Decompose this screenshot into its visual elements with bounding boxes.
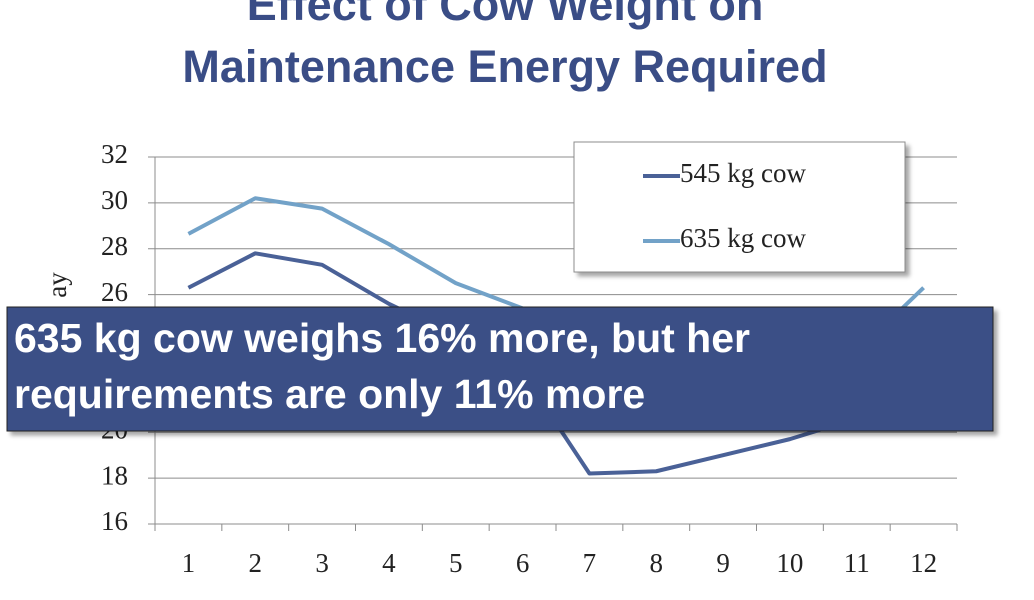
y-tick-label: 28 [101, 231, 128, 261]
x-tick-label: 3 [315, 548, 329, 578]
legend-label: 635 kg cow [680, 223, 806, 253]
x-tick-label: 11 [844, 548, 870, 578]
annotation-box [6, 306, 994, 432]
x-tick-label: 12 [910, 548, 937, 578]
x-tick-label: 4 [382, 548, 396, 578]
x-tick-label: 2 [249, 548, 263, 578]
x-tick-label: 6 [516, 548, 530, 578]
x-tick-label: 5 [449, 548, 463, 578]
legend-box [573, 141, 906, 273]
y-tick-label: 18 [101, 460, 128, 490]
x-tick-label: 10 [776, 548, 803, 578]
y-tick-label: 30 [101, 185, 128, 215]
chart-title: Effect of Cow Weight on [247, 0, 764, 30]
x-tick-label: 8 [650, 548, 664, 578]
annotation-text: 635 kg cow weighs 16% more, but her [14, 315, 750, 361]
x-tick-label: 9 [716, 548, 730, 578]
chart-title: Maintenance Energy Required [182, 41, 827, 92]
x-tick-label: 1 [182, 548, 196, 578]
y-tick-label: 32 [101, 139, 128, 169]
y-tick-label: 16 [101, 506, 128, 536]
x-tick-label: 7 [583, 548, 597, 578]
y-axis-label: ay [42, 272, 72, 298]
annotation-text: requirements are only 11% more [14, 371, 645, 417]
legend-label: 545 kg cow [680, 158, 806, 188]
y-tick-label: 26 [101, 277, 128, 307]
